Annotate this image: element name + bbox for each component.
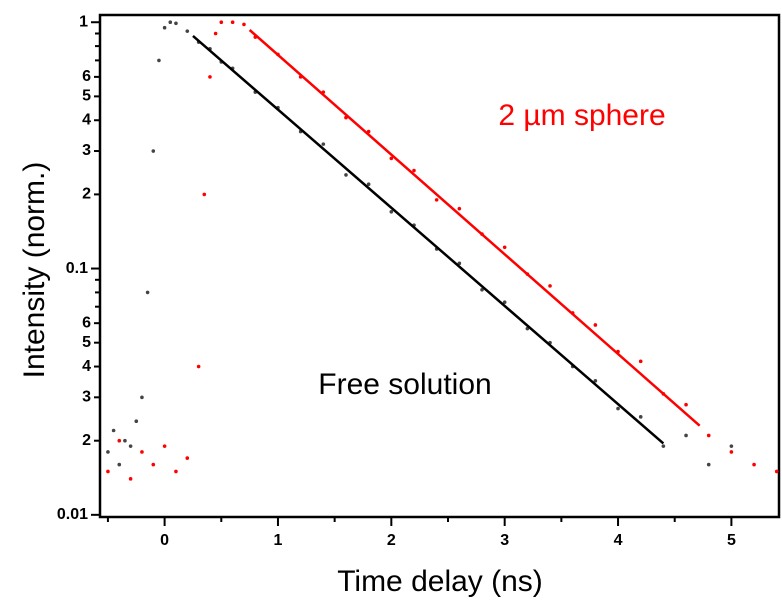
data-point — [729, 444, 734, 448]
x-axis-title: Time delay (ns) — [337, 565, 543, 598]
data-point — [593, 323, 598, 327]
data-point — [638, 359, 643, 364]
data-point — [213, 31, 218, 36]
data-point — [729, 450, 734, 454]
x-tick-label: 3 — [500, 532, 509, 549]
data-point — [111, 428, 116, 433]
x-tick-label: 2 — [387, 532, 396, 549]
data-point — [389, 209, 394, 214]
data-point — [151, 462, 156, 467]
data-point — [117, 462, 122, 467]
data-point — [196, 364, 201, 369]
data-point — [684, 433, 688, 438]
data-point — [140, 395, 144, 400]
data-point — [162, 25, 167, 30]
data-point — [157, 58, 161, 63]
y-tick-label: 1 — [79, 13, 88, 30]
y-tick-label: 5 — [82, 334, 91, 351]
y-tick-label: 3 — [82, 389, 91, 406]
data-point — [366, 182, 371, 186]
data-point — [185, 456, 190, 460]
data-point — [202, 192, 207, 197]
data-point — [684, 402, 688, 407]
x-tick-label: 4 — [614, 532, 623, 549]
fit-line — [248, 29, 701, 427]
data-point — [706, 433, 711, 438]
y-tick-label: 0.01 — [57, 506, 88, 523]
data-point — [502, 245, 507, 250]
data-point — [106, 450, 110, 454]
y-tick-label: 4 — [82, 358, 91, 375]
data-point — [230, 20, 235, 25]
data-point — [548, 284, 552, 288]
data-point — [774, 469, 779, 474]
data-point — [706, 462, 711, 467]
x-tick-label: 5 — [727, 532, 736, 549]
data-point — [242, 22, 246, 27]
data-point — [162, 444, 167, 448]
data-point — [661, 444, 666, 448]
data-point — [117, 438, 122, 443]
y-tick-label: 0.1 — [66, 260, 88, 277]
data-point — [389, 156, 394, 161]
x-tick-label: 0 — [160, 532, 169, 549]
y-tick-label: 6 — [82, 314, 91, 331]
data-point — [134, 419, 139, 423]
data-point — [344, 173, 348, 177]
data-point — [616, 406, 620, 411]
data-point — [638, 415, 643, 419]
data-point — [185, 29, 190, 33]
data-point — [412, 168, 416, 173]
y-tick-label: 4 — [82, 111, 91, 128]
data-point — [128, 444, 133, 448]
data-point — [123, 438, 127, 443]
data-point — [502, 300, 507, 305]
data-point — [457, 261, 462, 266]
annotation: Free solution — [318, 368, 491, 401]
fit-line — [192, 34, 665, 445]
y-tick-label: 2 — [82, 186, 91, 203]
data-point — [174, 21, 178, 26]
data-point — [106, 469, 110, 474]
annotation: 2 µm sphere — [498, 99, 665, 132]
data-point — [151, 149, 156, 153]
data-point — [752, 462, 756, 467]
data-point — [480, 287, 484, 292]
data-point — [128, 477, 133, 481]
data-point — [145, 290, 150, 295]
data-point — [593, 379, 598, 383]
data-point — [219, 20, 224, 25]
data-point — [321, 142, 326, 146]
y-axis-title: Intensity (norm.) — [18, 162, 51, 379]
data-point — [168, 20, 173, 25]
data-point — [434, 198, 439, 202]
data-point — [174, 469, 178, 474]
data-point — [208, 75, 212, 79]
data-point — [457, 206, 462, 211]
y-tick-label: 3 — [82, 142, 91, 159]
y-tick-label: 5 — [82, 88, 91, 105]
x-tick-label: 1 — [274, 532, 283, 549]
y-tick-label: 6 — [82, 68, 91, 85]
plot-frame — [98, 13, 781, 519]
data-point — [140, 450, 144, 454]
y-tick-label: 2 — [82, 432, 91, 449]
